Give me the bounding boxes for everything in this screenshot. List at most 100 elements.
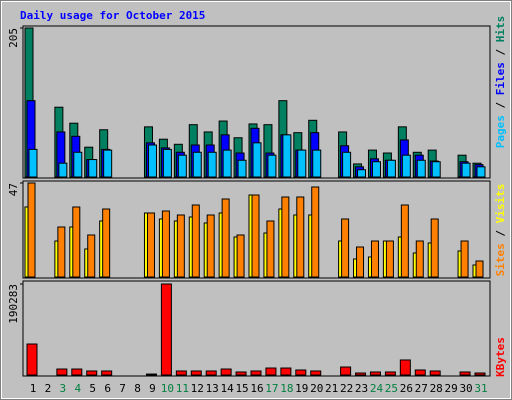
bar <box>475 260 484 278</box>
x-tick-label: 29 <box>445 382 458 395</box>
x-tick-label: 14 <box>221 382 235 395</box>
bar <box>28 148 38 178</box>
bar <box>175 370 187 376</box>
x-tick-label: 19 <box>295 382 308 395</box>
bar <box>431 161 441 178</box>
bar <box>265 367 277 376</box>
bar <box>384 371 396 376</box>
bar <box>221 198 230 278</box>
bar <box>297 149 307 178</box>
bar <box>282 134 292 178</box>
bar <box>280 367 292 376</box>
bar <box>161 210 170 278</box>
bar <box>145 373 157 376</box>
x-tick-label: 26 <box>400 382 413 395</box>
y-tick-label: 190283 <box>7 284 20 324</box>
bar <box>251 194 260 278</box>
x-tick-label: 3 <box>60 382 67 395</box>
bar <box>341 218 350 278</box>
bar <box>369 371 381 376</box>
x-tick-label: 12 <box>191 382 204 395</box>
bar <box>191 204 200 278</box>
x-tick-label: 7 <box>119 382 126 395</box>
bar <box>429 370 441 376</box>
bar <box>340 366 352 376</box>
x-tick-label: 18 <box>280 382 293 395</box>
bar <box>73 151 83 178</box>
bar <box>56 368 68 376</box>
bar <box>342 151 352 178</box>
bar <box>88 159 98 178</box>
bar <box>27 182 36 278</box>
x-tick-label: 11 <box>176 382 189 395</box>
x-tick-label: 5 <box>89 382 96 395</box>
bar <box>190 370 202 376</box>
bar <box>296 196 305 278</box>
bar <box>235 371 247 376</box>
bar <box>415 240 424 278</box>
bar <box>386 159 396 178</box>
x-tick-label: 24 <box>370 382 384 395</box>
x-tick-label: 4 <box>74 382 81 395</box>
x-tick-label: 25 <box>385 382 398 395</box>
bar <box>370 240 379 278</box>
bar <box>236 234 245 278</box>
legend-entry: Hits <box>494 16 507 43</box>
panel <box>22 280 491 377</box>
bar <box>356 246 365 278</box>
legend-entry: Files <box>494 62 507 95</box>
legend-separator: / <box>494 223 507 243</box>
bar <box>162 148 172 178</box>
x-tick-label: 8 <box>134 382 141 395</box>
bar <box>147 144 157 178</box>
bar <box>399 359 411 376</box>
bar <box>461 162 471 178</box>
bar <box>58 162 68 178</box>
x-tick-label: 22 <box>340 382 353 395</box>
bar <box>312 149 322 178</box>
bar <box>281 196 290 278</box>
bar <box>459 371 471 376</box>
bar <box>205 370 217 376</box>
bar <box>177 154 187 178</box>
bar <box>401 154 411 178</box>
bar <box>26 343 38 376</box>
bar <box>416 159 426 178</box>
x-tick-label: 31 <box>474 382 487 395</box>
legend-separator: / <box>494 42 507 62</box>
bar <box>103 149 113 178</box>
legend: Sites / Visits <box>494 184 507 277</box>
bar <box>237 159 247 178</box>
bar <box>102 208 111 278</box>
x-tick-label: 23 <box>355 382 368 395</box>
bar <box>86 370 98 376</box>
bar <box>71 368 83 376</box>
legend-entry: Visits <box>494 184 507 224</box>
x-tick-label: 1 <box>30 382 37 395</box>
bar <box>146 212 155 278</box>
bar <box>414 369 426 376</box>
bar <box>371 161 381 178</box>
x-tick-label: 16 <box>250 382 263 395</box>
bar <box>250 370 262 376</box>
bar <box>160 283 172 376</box>
bar <box>310 370 322 376</box>
bar <box>87 234 96 278</box>
chart-title: Daily usage for October 2015 <box>20 9 205 22</box>
x-tick-label: 28 <box>430 382 443 395</box>
bar <box>266 220 275 278</box>
x-tick-label: 17 <box>265 382 278 395</box>
bar <box>222 149 232 178</box>
x-tick-label: 21 <box>325 382 338 395</box>
y-tick-label: 47 <box>7 183 20 196</box>
bar <box>311 186 320 278</box>
bar <box>267 154 277 178</box>
bar <box>400 204 409 278</box>
x-tick-label: 6 <box>104 382 111 395</box>
x-tick-label: 15 <box>235 382 248 395</box>
bar <box>252 142 262 178</box>
x-tick-label: 2 <box>45 382 52 395</box>
bar <box>72 206 81 278</box>
